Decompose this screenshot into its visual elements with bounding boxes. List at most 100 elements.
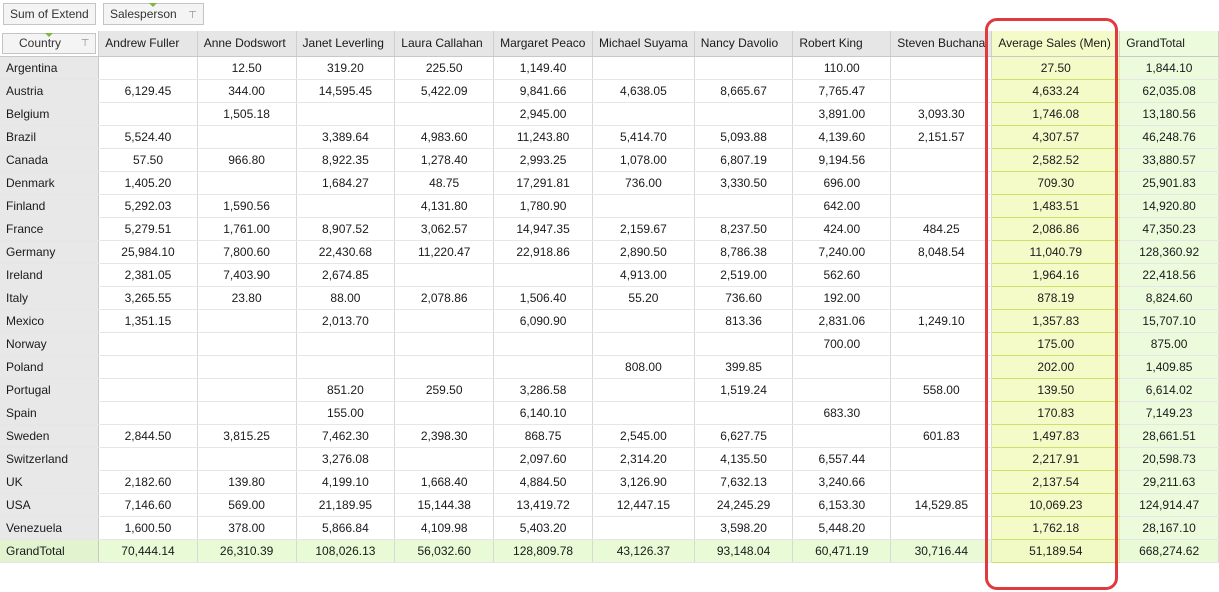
value-cell[interactable]: 5,448.20 (792, 516, 892, 540)
value-cell[interactable]: 128,809.78 (493, 539, 594, 563)
value-cell[interactable]: 1,590.56 (197, 194, 297, 218)
value-cell[interactable]: 6,090.90 (493, 309, 594, 333)
value-cell[interactable]: 4,131.80 (394, 194, 495, 218)
grand-total-cell[interactable]: 14,920.80 (1119, 194, 1219, 218)
value-cell[interactable]: 1,668.40 (394, 470, 495, 494)
average-cell[interactable]: 1,357.83 (991, 309, 1121, 333)
value-cell[interactable]: 6,807.19 (694, 148, 794, 172)
value-cell[interactable]: 484.25 (890, 217, 993, 241)
value-cell[interactable]: 155.00 (296, 401, 396, 425)
value-cell[interactable]: 14,595.45 (296, 79, 396, 103)
value-cell[interactable]: 3,330.50 (694, 171, 794, 195)
value-cell[interactable]: 55.20 (592, 286, 695, 310)
column-header[interactable]: Steven Buchana (890, 31, 993, 57)
grand-total-cell[interactable]: 128,360.92 (1119, 240, 1219, 264)
filter-funnel-icon[interactable]: ⊤ (188, 10, 197, 21)
value-cell[interactable]: 2,545.00 (592, 424, 695, 448)
value-cell[interactable]: 225.50 (394, 56, 495, 80)
value-cell[interactable]: 1,506.40 (493, 286, 594, 310)
value-cell[interactable] (694, 194, 794, 218)
value-cell[interactable]: 1,684.27 (296, 171, 396, 195)
row-header[interactable]: Venezuela (0, 516, 100, 540)
value-cell[interactable]: 5,279.51 (98, 217, 198, 241)
value-cell[interactable]: 4,135.50 (694, 447, 794, 471)
value-cell[interactable]: 4,199.10 (296, 470, 396, 494)
value-cell[interactable]: 12,447.15 (592, 493, 695, 517)
column-header[interactable]: Janet Leverling (296, 31, 396, 57)
country-field[interactable]: Country ⊤ (2, 32, 97, 54)
column-header[interactable]: Robert King (792, 31, 892, 57)
grand-total-cell[interactable]: 124,914.47 (1119, 493, 1219, 517)
value-cell[interactable]: 2,844.50 (98, 424, 198, 448)
value-cell[interactable]: 3,093.30 (890, 102, 993, 126)
row-header[interactable]: Brazil (0, 125, 100, 149)
row-header[interactable]: Belgium (0, 102, 100, 126)
value-cell[interactable]: 88.00 (296, 286, 396, 310)
value-cell[interactable] (98, 401, 198, 425)
value-cell[interactable] (394, 401, 495, 425)
value-cell[interactable]: 2,945.00 (493, 102, 594, 126)
grand-total-cell[interactable]: 1,409.85 (1119, 355, 1219, 379)
value-cell[interactable] (296, 355, 396, 379)
value-cell[interactable]: 4,983.60 (394, 125, 495, 149)
value-cell[interactable]: 1,761.00 (197, 217, 297, 241)
value-cell[interactable] (98, 102, 198, 126)
value-cell[interactable]: 23.80 (197, 286, 297, 310)
value-cell[interactable]: 3,265.55 (98, 286, 198, 310)
value-cell[interactable]: 319.20 (296, 56, 396, 80)
value-cell[interactable]: 8,907.52 (296, 217, 396, 241)
value-cell[interactable]: 5,524.40 (98, 125, 198, 149)
value-cell[interactable]: 8,048.54 (890, 240, 993, 264)
average-cell[interactable]: 139.50 (991, 378, 1121, 402)
value-cell[interactable]: 1,249.10 (890, 309, 993, 333)
value-cell[interactable]: 70,444.14 (98, 539, 198, 563)
value-cell[interactable]: 424.00 (792, 217, 892, 241)
average-cell[interactable]: 1,483.51 (991, 194, 1121, 218)
column-header[interactable]: GrandTotal (1119, 31, 1219, 57)
value-cell[interactable]: 1,519.24 (694, 378, 794, 402)
value-cell[interactable] (197, 447, 297, 471)
row-header[interactable]: Germany (0, 240, 100, 264)
value-cell[interactable] (394, 263, 495, 287)
value-cell[interactable]: 2,078.86 (394, 286, 495, 310)
value-cell[interactable] (296, 194, 396, 218)
average-cell[interactable]: 27.50 (991, 56, 1121, 80)
average-cell[interactable]: 4,307.57 (991, 125, 1121, 149)
value-cell[interactable]: 2,013.70 (296, 309, 396, 333)
value-cell[interactable]: 60,471.19 (792, 539, 892, 563)
row-header[interactable]: Switzerland (0, 447, 100, 471)
value-cell[interactable]: 2,398.30 (394, 424, 495, 448)
grand-total-cell[interactable]: 29,211.63 (1119, 470, 1219, 494)
grand-total-cell[interactable]: 28,167.10 (1119, 516, 1219, 540)
value-cell[interactable]: 399.85 (694, 355, 794, 379)
grand-total-cell[interactable]: 47,350.23 (1119, 217, 1219, 241)
value-cell[interactable]: 2,381.05 (98, 263, 198, 287)
value-cell[interactable]: 2,831.06 (792, 309, 892, 333)
row-header[interactable]: Portugal (0, 378, 100, 402)
row-header[interactable]: Mexico (0, 309, 100, 333)
average-cell[interactable]: 1,497.83 (991, 424, 1121, 448)
value-cell[interactable]: 56,032.60 (394, 539, 495, 563)
value-cell[interactable]: 1,780.90 (493, 194, 594, 218)
value-cell[interactable]: 9,194.56 (792, 148, 892, 172)
value-cell[interactable] (890, 56, 993, 80)
value-cell[interactable]: 6,140.10 (493, 401, 594, 425)
value-cell[interactable]: 966.80 (197, 148, 297, 172)
grand-total-cell[interactable]: 8,824.60 (1119, 286, 1219, 310)
sum-of-extend-field[interactable]: Sum of Extend (3, 3, 96, 25)
grand-total-cell[interactable]: 13,180.56 (1119, 102, 1219, 126)
value-cell[interactable] (394, 355, 495, 379)
value-cell[interactable] (197, 309, 297, 333)
value-cell[interactable] (98, 355, 198, 379)
value-cell[interactable]: 2,097.60 (493, 447, 594, 471)
value-cell[interactable] (890, 171, 993, 195)
row-header[interactable]: Denmark (0, 171, 100, 195)
value-cell[interactable] (592, 194, 695, 218)
average-cell[interactable]: 175.00 (991, 332, 1121, 356)
value-cell[interactable] (197, 171, 297, 195)
value-cell[interactable] (592, 332, 695, 356)
value-cell[interactable]: 700.00 (792, 332, 892, 356)
row-header[interactable]: Austria (0, 79, 100, 103)
average-cell[interactable]: 1,762.18 (991, 516, 1121, 540)
value-cell[interactable]: 43,126.37 (592, 539, 695, 563)
